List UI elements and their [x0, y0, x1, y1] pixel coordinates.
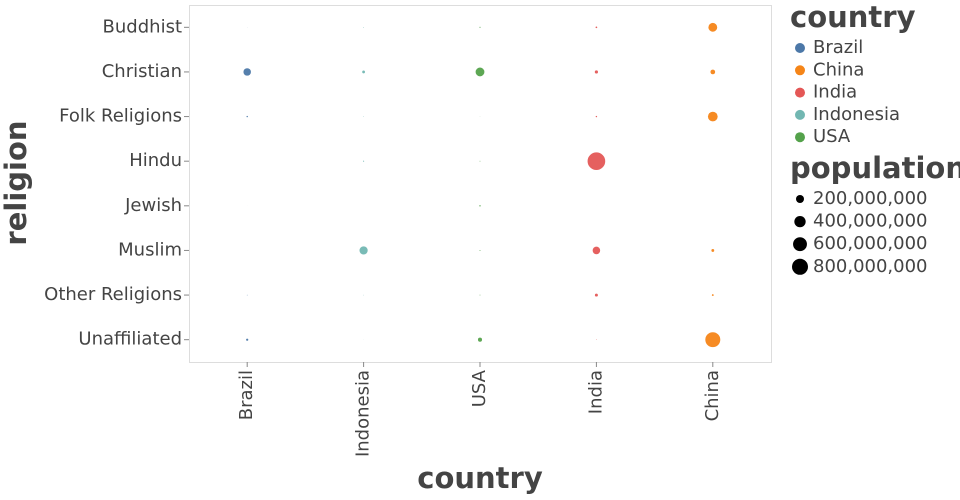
size-legend-label: 800,000,000: [813, 256, 928, 277]
size-legend-symbol: [794, 215, 806, 228]
plot-frame: [189, 5, 772, 363]
bubble: [477, 337, 483, 342]
bubble: [708, 22, 718, 32]
bubble: [363, 160, 365, 162]
y-tick-label: Buddhist: [103, 16, 182, 37]
bubble: [475, 67, 485, 77]
bubble: [479, 26, 481, 28]
bubble: [711, 249, 715, 252]
bubble: [596, 339, 597, 340]
bubble: [594, 70, 598, 74]
bubble: [479, 249, 481, 251]
y-tick-label: Hindu: [129, 150, 182, 171]
bubble: [362, 70, 365, 74]
bubble: [592, 246, 601, 255]
bubble: [363, 26, 364, 28]
legend-symbol: [795, 43, 805, 53]
legend-label: Indonesia: [813, 104, 900, 125]
size-legend-title: population: [790, 151, 960, 185]
legend-symbol: [795, 65, 805, 76]
y-tick-label: Folk Religions: [59, 106, 182, 127]
bubble: [479, 294, 481, 296]
size-legend-label: 400,000,000: [813, 211, 928, 232]
size-legend-symbol: [792, 258, 808, 275]
y-tick-label: Unaffiliated: [78, 329, 182, 350]
bubble: [595, 26, 598, 29]
bubble: [363, 294, 364, 296]
legend-label: USA: [813, 126, 851, 147]
bubble: [479, 205, 481, 207]
x-tick-label: Indonesia: [353, 370, 374, 457]
legend-title: country: [790, 0, 916, 34]
x-tick-label: China: [702, 370, 723, 421]
size-legend-symbol: [796, 195, 804, 203]
legend-symbol: [795, 87, 805, 98]
y-axis-title: religion: [0, 120, 33, 245]
bubble: [587, 152, 606, 171]
size-legend-label: 600,000,000: [813, 233, 928, 254]
bubble: [479, 160, 481, 162]
size-legend-label: 200,000,000: [813, 188, 928, 209]
x-tick-label: USA: [469, 369, 490, 407]
bubble: [595, 115, 598, 118]
legend-symbol: [795, 132, 805, 143]
x-tick-label: Brazil: [236, 370, 257, 420]
bubble: [594, 293, 598, 297]
bubble: [246, 294, 248, 296]
y-tick-label: Jewish: [124, 195, 182, 216]
y-tick-label: Muslim: [118, 239, 182, 260]
legend-label: China: [813, 59, 864, 80]
size-legend-symbol: [793, 237, 807, 252]
bubble: [359, 246, 368, 255]
x-tick-label: India: [585, 370, 606, 414]
legend-label: India: [813, 82, 857, 103]
bubble: [705, 332, 721, 348]
legend-symbol: [795, 109, 805, 120]
bubble: [246, 338, 249, 341]
bubble: [363, 116, 364, 117]
bubble: [243, 68, 251, 76]
bubble: [710, 69, 716, 75]
y-tick-label: Christian: [102, 61, 182, 82]
bubble: [711, 294, 714, 296]
y-tick-label: Other Religions: [44, 284, 182, 305]
x-axis-title: country: [417, 461, 543, 495]
legend-label: Brazil: [813, 37, 863, 58]
bubble: [246, 115, 248, 118]
bubble: [707, 111, 718, 122]
